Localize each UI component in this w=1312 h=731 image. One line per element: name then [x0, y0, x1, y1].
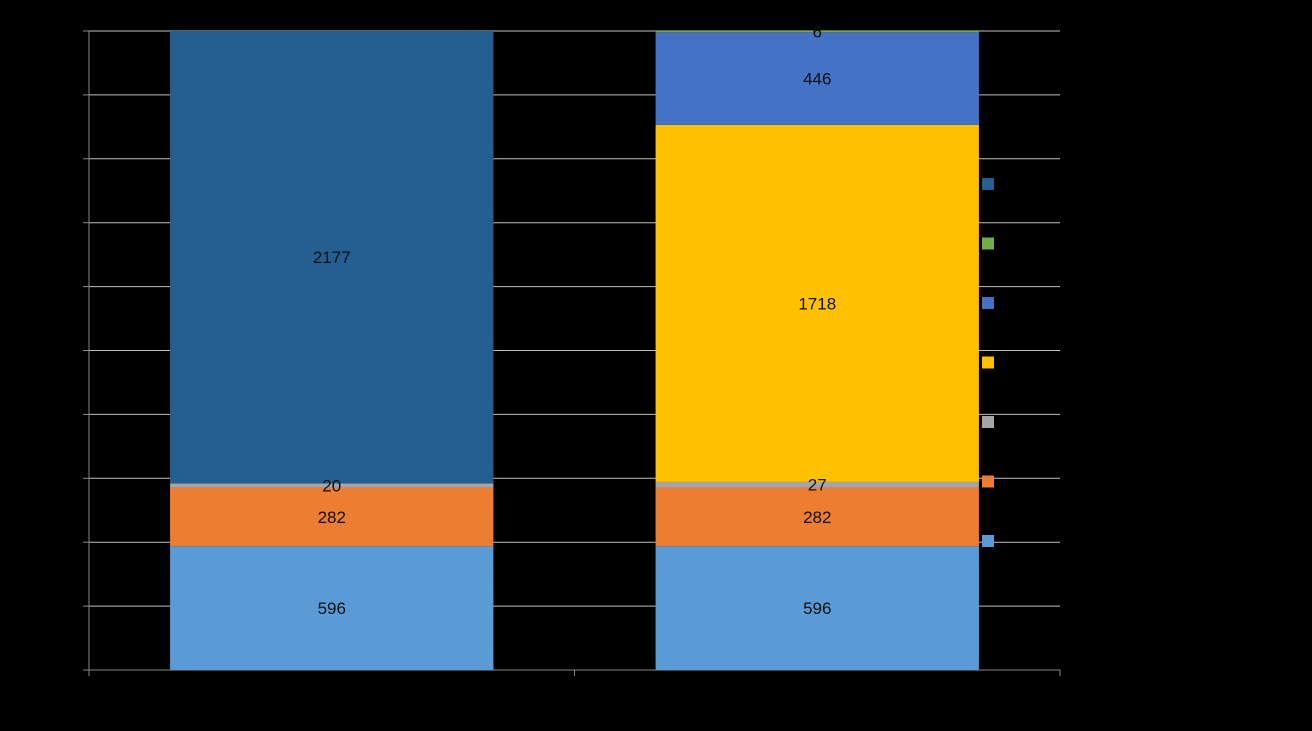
- bar-segment: [655, 124, 979, 482]
- bar-segment: [655, 31, 979, 33]
- legend-marker: [982, 356, 994, 369]
- bar-segment: [170, 546, 494, 670]
- legend-marker: [982, 178, 994, 190]
- bar-segment: [655, 487, 979, 547]
- legend-marker: [982, 297, 994, 309]
- data-label: 6: [813, 23, 822, 42]
- legend-marker: [982, 475, 994, 488]
- data-label: 596: [318, 599, 346, 618]
- bar-segment: [655, 32, 979, 125]
- data-label: 1718: [798, 294, 836, 313]
- bar-segment: [655, 481, 979, 488]
- data-labels: 596 282 20 2177 596 282 27 1718 446 6: [313, 23, 836, 618]
- legend-marker: [982, 535, 994, 547]
- bar-segments: [170, 31, 979, 670]
- legend: [982, 178, 994, 547]
- bar-segment: [170, 487, 494, 547]
- data-label: 20: [322, 476, 341, 495]
- data-label: 282: [803, 508, 831, 527]
- data-label: 446: [803, 70, 831, 89]
- bar-segment: [655, 546, 979, 670]
- data-label: 282: [318, 508, 346, 527]
- data-label: 2177: [313, 248, 351, 267]
- data-label: 27: [808, 476, 827, 495]
- bar-segment: [170, 31, 494, 484]
- legend-marker: [982, 237, 994, 250]
- bar-segment: [170, 483, 494, 488]
- data-label: 596: [803, 599, 831, 618]
- legend-marker: [982, 416, 994, 428]
